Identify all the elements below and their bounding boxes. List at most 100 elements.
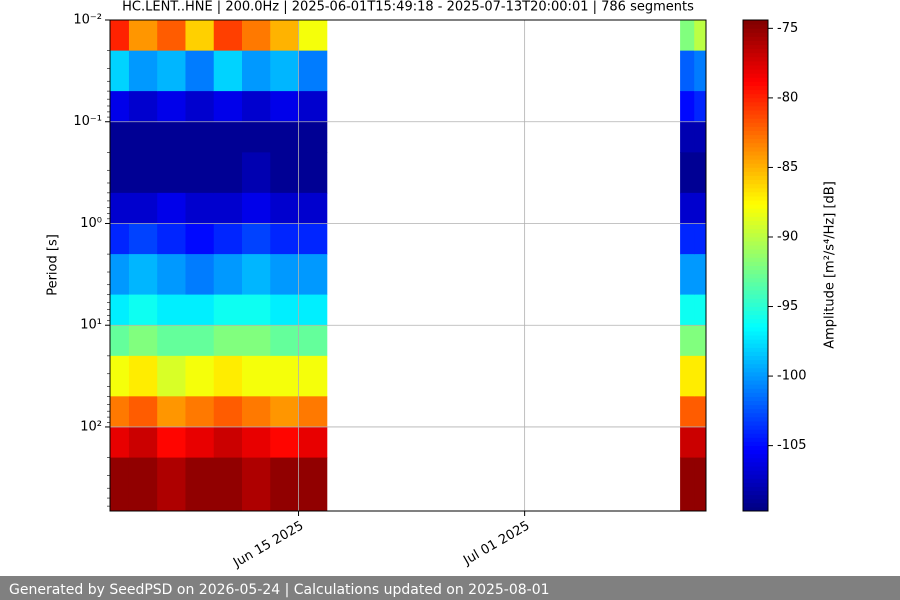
- cell: [213, 121, 243, 153]
- colorbar-step: [743, 265, 768, 271]
- colorbar-step: [743, 384, 768, 389]
- colorbar-step: [743, 249, 768, 254]
- colorbar-step: [743, 212, 768, 217]
- colorbar-step: [743, 474, 768, 479]
- cell: [185, 254, 215, 296]
- colorbar-step: [743, 506, 768, 512]
- cell: [694, 50, 707, 92]
- cell: [185, 355, 215, 397]
- colorbar-step: [743, 449, 768, 455]
- colorbar-step: [743, 314, 768, 320]
- cell: [157, 121, 186, 153]
- cell: [242, 20, 271, 52]
- colorbar-step: [743, 392, 768, 397]
- colorbar-step: [743, 330, 768, 336]
- cell: [110, 223, 130, 255]
- cell: [694, 91, 707, 123]
- colorbar-step: [743, 425, 768, 430]
- cell: [157, 254, 186, 296]
- colorbar-step: [743, 408, 768, 414]
- colorbar-step: [743, 482, 768, 487]
- cell: [110, 50, 130, 92]
- cell: [694, 396, 707, 428]
- cell: [157, 426, 186, 459]
- cell: [213, 192, 243, 224]
- cell: [157, 355, 186, 397]
- cell: [270, 294, 300, 326]
- colorbar-step: [743, 375, 768, 381]
- cell: [242, 325, 271, 357]
- colorbar-step: [743, 150, 768, 156]
- cell: [128, 396, 158, 428]
- colorbar-step: [743, 318, 768, 324]
- y-tick-label: 10²: [80, 419, 102, 434]
- chart-title: HC.LENT..HNE | 200.0Hz | 2025-06-01T15:4…: [122, 0, 694, 15]
- cell: [128, 294, 158, 326]
- x-tick-label: Jun 15 2025: [230, 519, 306, 572]
- cell: [213, 294, 243, 326]
- colorbar-step: [743, 48, 768, 54]
- cell: [185, 457, 215, 512]
- cell: [694, 294, 707, 326]
- plot-frame: [109, 19, 707, 512]
- cell: [694, 152, 707, 194]
- colorbar-step: [743, 122, 768, 127]
- cell: [157, 457, 186, 512]
- cell: [270, 121, 300, 153]
- colorbar-step: [743, 24, 768, 29]
- colorbar-tick-label: -75: [777, 21, 798, 36]
- cell: [694, 192, 707, 224]
- cell: [298, 325, 328, 357]
- colorbar-step: [743, 97, 768, 103]
- cell: [298, 254, 328, 296]
- colorbar-step: [743, 429, 768, 434]
- cell: [298, 50, 328, 92]
- colorbar-step: [743, 322, 768, 328]
- colorbar-step: [743, 146, 768, 152]
- cell: [128, 91, 158, 123]
- cell: [270, 91, 300, 123]
- cell: [680, 121, 695, 153]
- colorbar-tick-label: -90: [777, 229, 798, 244]
- colorbar-step: [743, 494, 768, 500]
- colorbar-step: [743, 101, 768, 107]
- cell: [242, 152, 271, 194]
- colorbar-step: [743, 240, 768, 246]
- cell: [694, 325, 707, 357]
- colorbar-step: [743, 40, 768, 46]
- colorbar-step: [743, 44, 768, 50]
- cell: [694, 223, 707, 255]
- colorbar-step: [743, 420, 768, 426]
- colorbar-step: [743, 433, 768, 438]
- footer: Generated by SeedPSD on 2026-05-24 | Cal…: [0, 576, 900, 600]
- colorbar-step: [743, 445, 768, 451]
- colorbar-step: [743, 326, 768, 332]
- cell: [270, 457, 300, 512]
- colorbar-step: [743, 36, 768, 41]
- colorbar-step: [743, 204, 768, 209]
- cell: [157, 192, 186, 224]
- cell: [185, 396, 215, 428]
- cell: [110, 294, 130, 326]
- colorbar-step: [743, 261, 768, 266]
- cell: [680, 192, 695, 224]
- cell: [242, 192, 271, 224]
- cell: [694, 254, 707, 296]
- cell: [110, 91, 130, 123]
- colorbar-step: [743, 273, 768, 279]
- y-tick-label: 10⁰: [80, 216, 102, 231]
- colorbar-step: [743, 371, 768, 377]
- colorbar-step: [743, 257, 768, 262]
- cell: [213, 223, 243, 255]
- cell: [694, 355, 707, 397]
- colorbar-step: [743, 277, 768, 283]
- colorbar-step: [743, 130, 768, 136]
- cell: [213, 20, 243, 52]
- colorbar-frame: [742, 19, 769, 512]
- colorbar-step: [743, 502, 768, 508]
- cell: [185, 426, 215, 459]
- y-tick-label: 10¹: [80, 318, 102, 333]
- colorbar-step: [743, 269, 768, 275]
- y-tick-label: 10⁻²: [73, 13, 102, 28]
- colorbar-step: [743, 306, 768, 312]
